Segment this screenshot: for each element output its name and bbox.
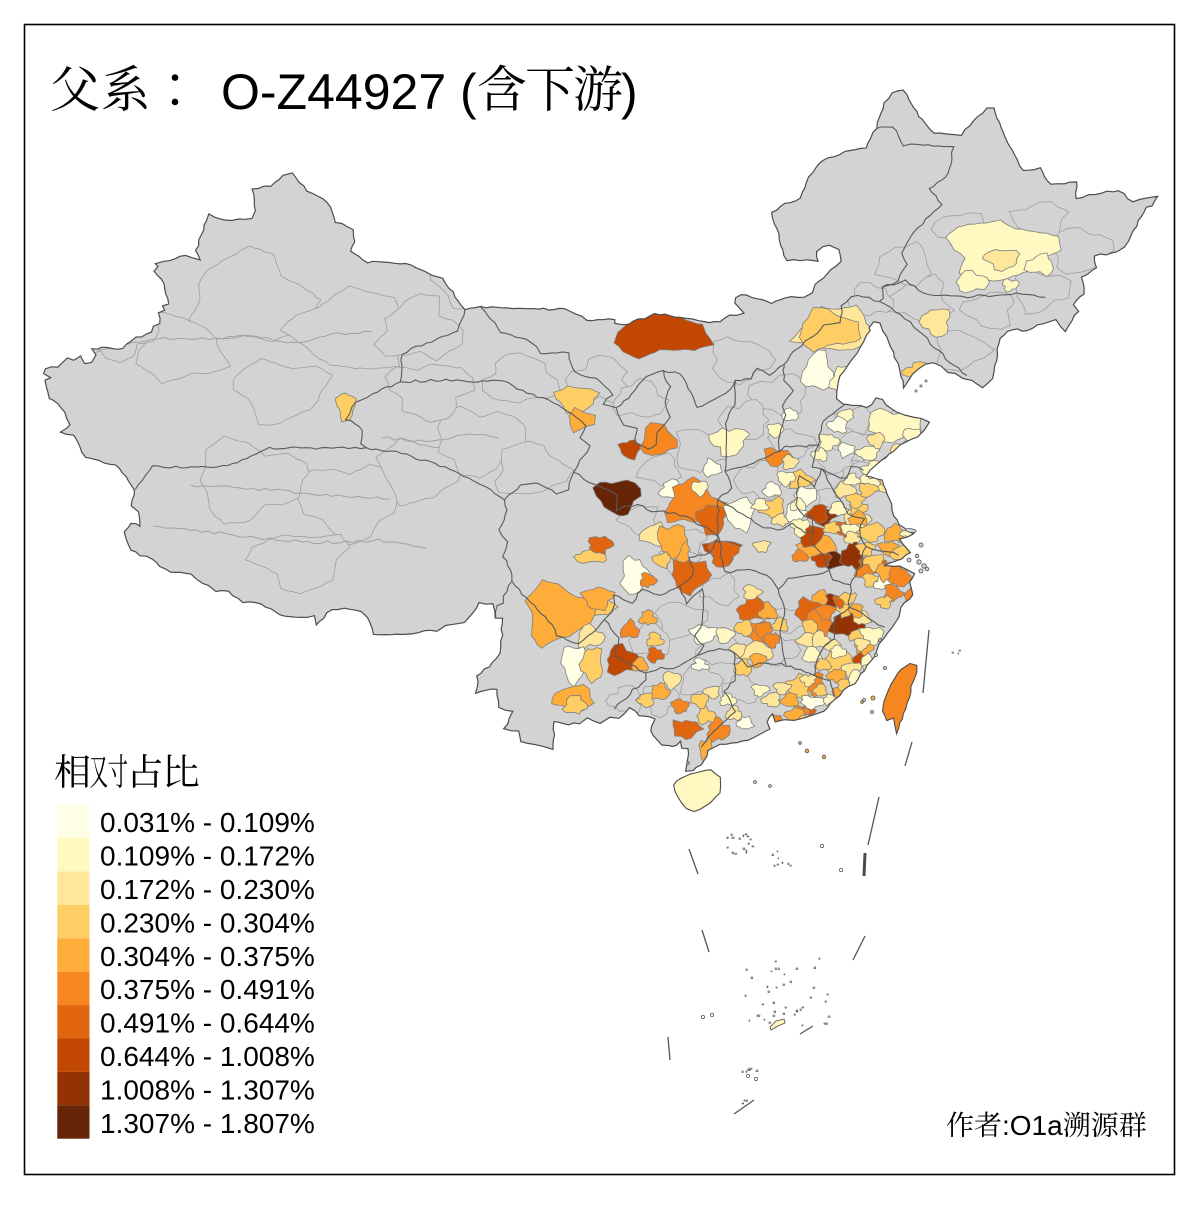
svg-text:0.031% - 0.109%: 0.031% - 0.109% — [100, 807, 315, 838]
svg-text:0.109% - 0.172%: 0.109% - 0.172% — [100, 841, 315, 872]
svg-text:0.304% - 0.375%: 0.304% - 0.375% — [100, 941, 315, 972]
svg-text:1.307% - 1.807%: 1.307% - 1.807% — [100, 1108, 315, 1139]
svg-text:0.375% - 0.491%: 0.375% - 0.491% — [100, 974, 315, 1005]
svg-text:0.644% - 1.008%: 0.644% - 1.008% — [100, 1041, 315, 1072]
svg-text:0.491% - 0.644%: 0.491% - 0.644% — [100, 1008, 315, 1039]
svg-text:0.172% - 0.230%: 0.172% - 0.230% — [100, 874, 315, 905]
svg-text::O1a: :O1a — [1002, 1110, 1063, 1141]
svg-text:): ) — [621, 64, 638, 120]
svg-text:0.230% - 0.304%: 0.230% - 0.304% — [100, 907, 315, 938]
svg-text:1.008% - 1.307%: 1.008% - 1.307% — [100, 1074, 315, 1105]
svg-text:O-Z44927 (: O-Z44927 ( — [221, 64, 477, 120]
